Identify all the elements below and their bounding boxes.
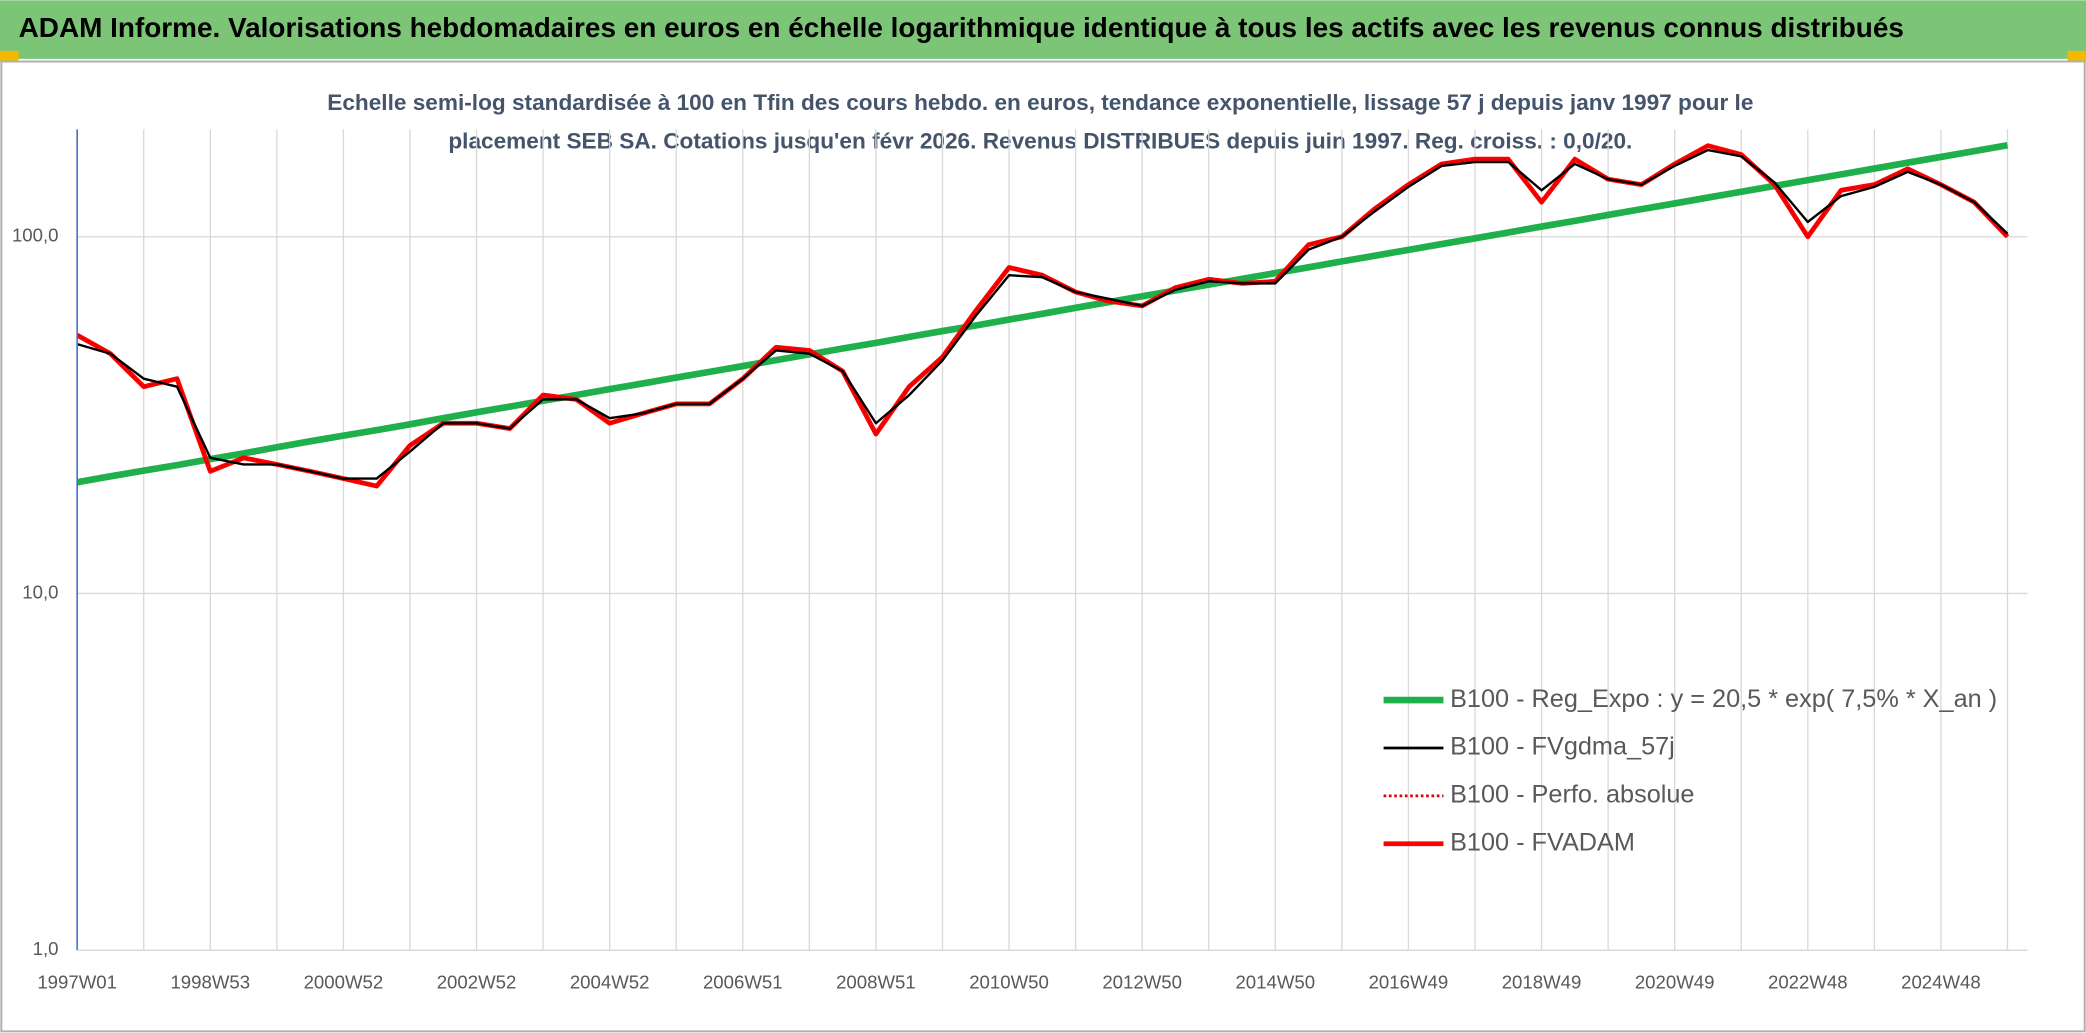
y-tick-label: 100,0 xyxy=(12,225,59,246)
legend-label: B100 - FVgdma_57j xyxy=(1450,733,1675,761)
x-tick-label: 2016W49 xyxy=(1369,971,1449,992)
x-tick-label: 1998W53 xyxy=(170,971,250,992)
chart-title: ADAM Informe. Valorisations hebdomadaire… xyxy=(19,12,1904,43)
title-banner xyxy=(0,0,2086,59)
x-tick-label: 2010W50 xyxy=(969,971,1049,992)
x-tick-label: 2004W52 xyxy=(570,971,650,992)
x-tick-label: 2022W48 xyxy=(1768,971,1848,992)
x-tick-label: 2002W52 xyxy=(437,971,517,992)
series-line xyxy=(76,141,2009,486)
corner xyxy=(0,50,19,62)
x-tick-label: 2020W49 xyxy=(1635,971,1715,992)
x-tick-label: 2014W50 xyxy=(1235,971,1315,992)
legend-label: B100 - Reg_Expo : y = 20,5 * exp( 7,5% *… xyxy=(1450,685,1997,713)
x-tick-label: 2008W51 xyxy=(836,971,916,992)
x-tick-label: 2012W50 xyxy=(1102,971,1182,992)
y-tick-label: 1,0 xyxy=(33,938,59,959)
chart-subtitle: placement SEB SA. Cotations jusqu'en fév… xyxy=(448,129,1632,154)
frame xyxy=(0,60,2086,1033)
x-tick-label: 2000W52 xyxy=(304,971,384,992)
plot-lines xyxy=(75,141,2010,489)
series-line xyxy=(76,144,2009,488)
x-tick-label: 1997W01 xyxy=(37,971,117,992)
corner xyxy=(2067,50,2086,62)
x-tick-label: 2006W51 xyxy=(703,971,783,992)
chart-subtitle: Echelle semi-log standardisée à 100 en T… xyxy=(327,90,1753,115)
x-tick-label: 2018W49 xyxy=(1502,971,1582,992)
y-tick-label: 10,0 xyxy=(22,581,58,602)
legend: B100 - Reg_Expo : y = 20,5 * exp( 7,5% *… xyxy=(1383,685,1997,856)
legend-label: B100 - FVADAM xyxy=(1450,828,1635,856)
x-tick-label: 2024W48 xyxy=(1901,971,1981,992)
axes: 1,0 10,0 100,0 1997W01 1998W53 2000W52 2002W52… xyxy=(12,225,2028,992)
legend-label: B100 - Perfo. absolue xyxy=(1450,781,1694,809)
series-line xyxy=(76,148,2009,480)
